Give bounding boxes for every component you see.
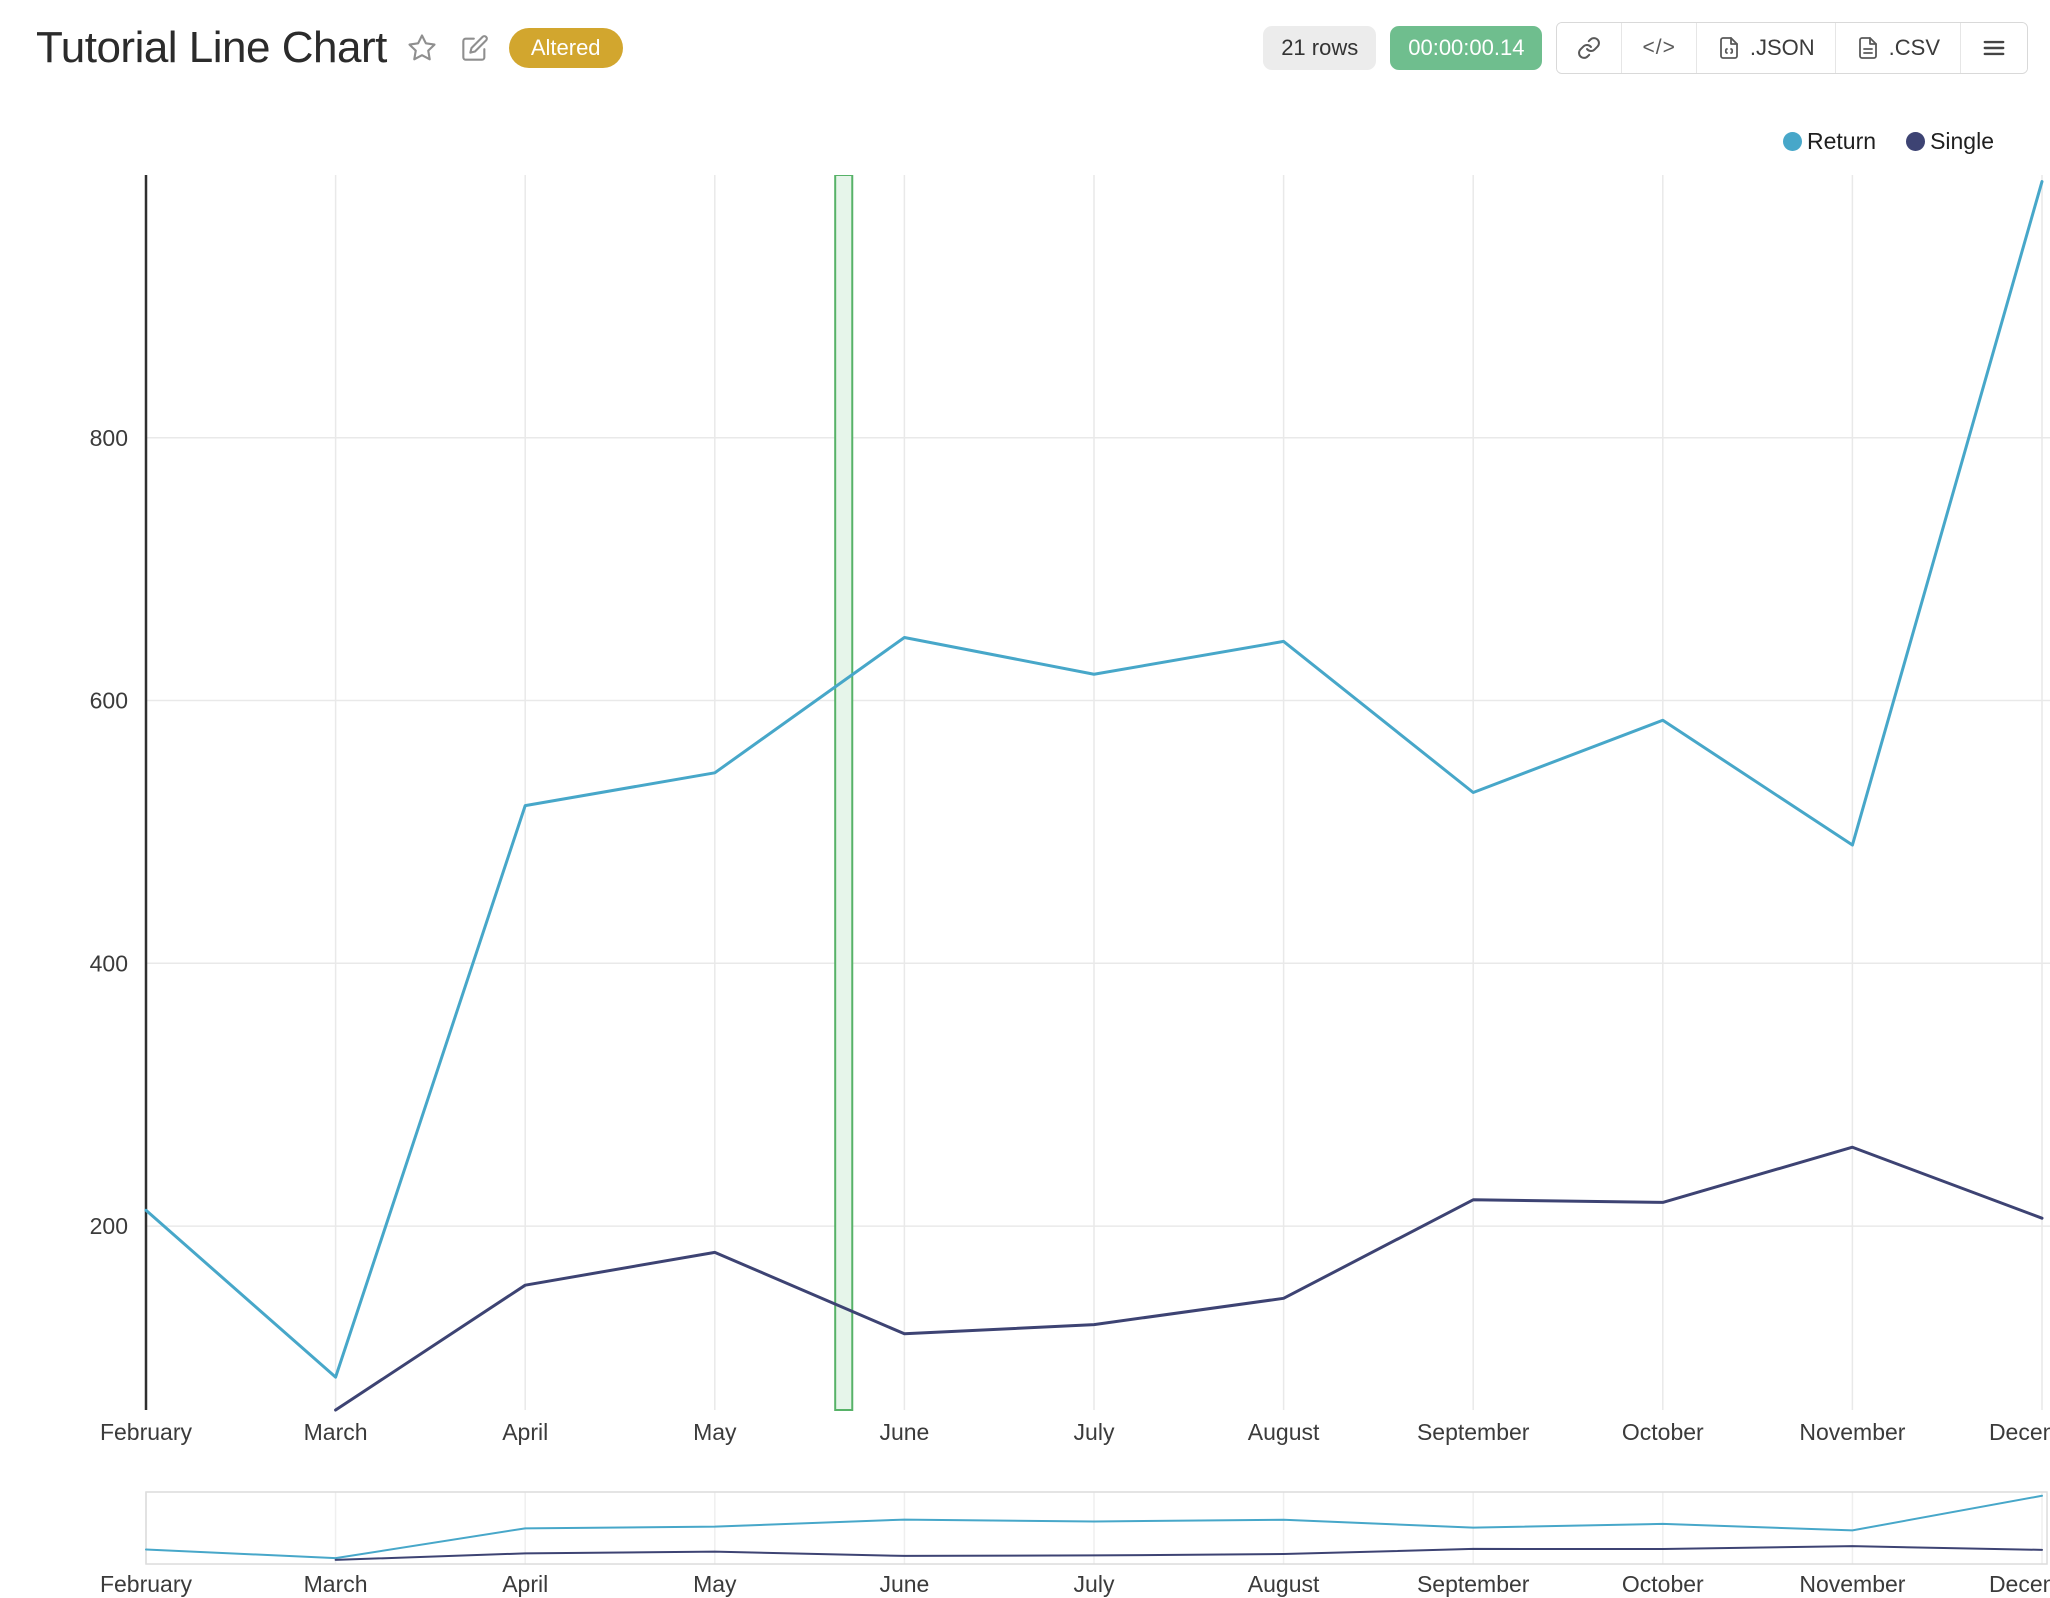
legend-label: Return: [1807, 128, 1877, 154]
csv-file-icon: [1856, 36, 1880, 60]
chart-legend: Return Single: [1783, 128, 1994, 155]
x-tick-label: August: [1248, 1419, 1320, 1445]
x-tick-label: August: [1248, 1571, 1320, 1597]
main-line-chart[interactable]: 200 400 600 800 February March April May June Jul…: [0, 175, 2050, 1465]
export-button-group: </> .JSON: [1556, 22, 2028, 74]
legend-item-return[interactable]: Return: [1783, 128, 1876, 155]
x-tick-label: March: [304, 1571, 368, 1597]
y-tick-label: 400: [90, 950, 128, 976]
x-tick-label: July: [1074, 1419, 1115, 1445]
x-tick-label: February: [100, 1419, 193, 1445]
x-tick-label: November: [1799, 1419, 1905, 1445]
range-slider-chart[interactable]: February March April May June July August Septe…: [0, 1480, 2050, 1598]
runtime-badge: 00:00:00.14: [1390, 26, 1543, 70]
legend-swatch: [1783, 132, 1803, 151]
legend-item-single[interactable]: Single: [1906, 128, 1994, 155]
x-tick-label: April: [502, 1419, 548, 1445]
legend-label: Single: [1930, 128, 1994, 154]
x-tick-label: October: [1622, 1419, 1704, 1445]
x-tick-label: April: [502, 1571, 548, 1597]
x-tick-label: July: [1074, 1571, 1115, 1597]
json-file-icon: [1717, 36, 1741, 60]
x-tick-label: September: [1417, 1419, 1530, 1445]
series-line-single[interactable]: [334, 1545, 2043, 1561]
csv-button-label: .CSV: [1888, 35, 1940, 60]
x-tick-label: February: [100, 1571, 193, 1597]
share-link-button[interactable]: [1557, 23, 1622, 73]
embed-code-button[interactable]: </>: [1621, 23, 1696, 73]
header: Tutorial Line Chart Altered 21 rows 00:0…: [0, 0, 2050, 78]
series-line-return[interactable]: [145, 1494, 2043, 1560]
x-tick-label: May: [693, 1571, 737, 1597]
x-tick-label: September: [1417, 1571, 1530, 1597]
star-icon: [407, 33, 437, 63]
result-toolbar: 21 rows 00:00:00.14 </>: [1263, 22, 2028, 74]
code-icon: </>: [1642, 36, 1676, 59]
edit-name-button[interactable]: [457, 30, 493, 66]
y-tick-label: 600: [90, 688, 128, 714]
rangeslider-border: [145, 1491, 2048, 1565]
series-line-return[interactable]: [144, 180, 2044, 1379]
x-tick-label: March: [304, 1419, 368, 1445]
annotation-band: [834, 175, 854, 1411]
series-line-single[interactable]: [334, 1145, 2044, 1412]
x-tick-label: May: [693, 1419, 737, 1445]
y-tick-label: 200: [90, 1213, 128, 1239]
download-json-button[interactable]: .JSON: [1695, 23, 1835, 73]
x-tick-label: December: [1989, 1419, 2050, 1445]
altered-badge[interactable]: Altered: [508, 28, 623, 68]
more-options-menu-button[interactable]: [1960, 23, 2027, 73]
y-tick-label: 800: [90, 425, 128, 451]
link-icon: [1577, 36, 1601, 60]
row-count-badge: 21 rows: [1263, 26, 1377, 70]
x-tick-label: December: [1989, 1571, 2050, 1597]
edit-icon: [461, 34, 489, 62]
x-tick-label: October: [1622, 1571, 1704, 1597]
json-button-label: .JSON: [1749, 35, 1815, 60]
x-tick-label: June: [879, 1419, 929, 1445]
x-tick-label: June: [879, 1571, 929, 1597]
legend-swatch: [1906, 132, 1926, 151]
hamburger-menu-icon: [1981, 35, 2007, 61]
download-csv-button[interactable]: .CSV: [1834, 23, 1960, 73]
page-title: Tutorial Line Chart: [36, 23, 387, 72]
favorite-star-button[interactable]: [403, 29, 441, 67]
x-tick-label: November: [1799, 1571, 1905, 1597]
